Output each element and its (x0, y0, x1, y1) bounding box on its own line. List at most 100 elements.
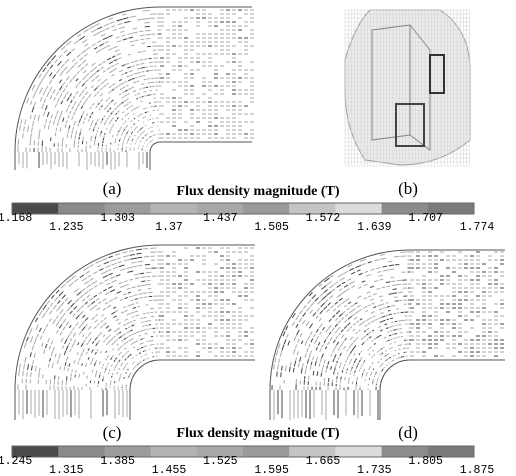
flux-arrow (119, 131, 120, 132)
flux-arrow (308, 299, 312, 303)
flux-arrow (77, 54, 81, 57)
flux-arrow (287, 334, 289, 338)
flux-arrow (79, 57, 83, 60)
flux-arrow (115, 87, 118, 89)
flux-arrow (338, 274, 343, 277)
flux-arrow (339, 289, 342, 291)
flux-arrow (87, 304, 91, 307)
flux-arrow (381, 371, 382, 372)
flux-arrow (123, 324, 126, 326)
flux-arrow (122, 97, 124, 98)
flux-arrow (97, 324, 99, 326)
flux-arrow (380, 366, 381, 367)
flux-arrow (81, 106, 83, 109)
flux-arrow (369, 332, 371, 333)
flux-arrow (96, 360, 97, 363)
flux-arrow (370, 347, 372, 349)
flux-arrow (105, 371, 106, 373)
flux-arrow (134, 362, 135, 363)
flux-arrow (114, 297, 118, 299)
flux-arrow (113, 124, 114, 126)
flux-arrow (60, 111, 62, 116)
flux-arrow (140, 339, 142, 340)
flux-arrow (112, 118, 113, 120)
flux-arrow (120, 128, 121, 130)
flux-arrow (319, 292, 324, 296)
flux-arrow (358, 287, 361, 289)
flux-arrow (90, 278, 94, 280)
flux-arrow (292, 322, 294, 326)
flux-arrow (116, 319, 119, 321)
flux-arrow (82, 90, 84, 93)
flux-arrow (127, 271, 133, 272)
panel-label: (d) (398, 423, 418, 442)
flux-arrow (44, 124, 45, 128)
flux-arrow (298, 339, 300, 343)
flux-arrow (144, 297, 148, 298)
flux-arrow (132, 66, 135, 67)
flux-arrow (40, 336, 42, 340)
flux-arrow (128, 327, 130, 328)
flux-arrow (111, 338, 113, 340)
flux-arrow (80, 132, 81, 135)
flux-arrow (389, 348, 390, 349)
flux-arrow (126, 109, 128, 110)
flux-arrow (305, 369, 306, 374)
flux-arrow (374, 338, 376, 340)
flux-arrow (132, 287, 136, 288)
flux-arrow (67, 134, 68, 138)
flux-arrow (393, 313, 396, 314)
flux-arrow (124, 338, 126, 339)
flux-arrow (106, 351, 107, 353)
flux-arrow (350, 373, 351, 375)
flux-arrow (134, 118, 135, 119)
flux-arrow (134, 274, 139, 275)
flux-arrow (109, 131, 110, 133)
flux-arrow (143, 109, 145, 110)
flux-arrow (115, 50, 119, 52)
flux-arrow (364, 297, 368, 299)
flux-arrow (83, 121, 84, 124)
colorbar-tick-label: 1.37 (155, 221, 183, 234)
flux-arrow (114, 341, 116, 343)
flux-arrow (107, 110, 108, 112)
flux-arrow (359, 360, 360, 362)
flux-arrow (116, 339, 118, 340)
flux-arrow (122, 356, 124, 358)
flux-arrow (30, 352, 31, 356)
flux-arrow (355, 303, 358, 305)
flux-arrow (371, 374, 372, 376)
flux-arrow (363, 306, 367, 308)
flux-arrow (337, 285, 341, 288)
flux-arrow (274, 364, 275, 369)
flux-arrow (113, 307, 116, 309)
colorbar-tick-label: 1.639 (357, 221, 392, 234)
flux-arrow (140, 343, 142, 344)
flux-arrow (110, 108, 112, 110)
flux-arrow (364, 330, 366, 332)
flux-arrow (87, 47, 91, 49)
flux-arrow (392, 285, 397, 286)
flux-arrow (39, 88, 42, 94)
flux-arrow (101, 105, 103, 107)
flux-arrow (97, 307, 100, 310)
flux-arrow (104, 116, 105, 118)
colorbar-title: Flux density magnitude (T) (177, 426, 340, 441)
flux-arrow (108, 48, 113, 50)
flux-arrow (92, 301, 95, 304)
flux-arrow (115, 254, 120, 256)
flux-arrow (129, 335, 131, 336)
flux-arrow (61, 46, 65, 50)
flux-arrow (318, 300, 322, 304)
flux-arrow (121, 374, 122, 376)
flux-arrow (96, 50, 101, 53)
flux-arrow (323, 365, 324, 368)
flux-arrow (134, 295, 137, 296)
flux-arrow (351, 272, 355, 274)
flux-arrow (131, 338, 133, 339)
flux-arrow (76, 79, 78, 82)
flux-arrow (127, 125, 128, 127)
flux-arrow (20, 364, 21, 369)
flux-arrow (36, 325, 39, 330)
flux-arrow (114, 330, 117, 332)
